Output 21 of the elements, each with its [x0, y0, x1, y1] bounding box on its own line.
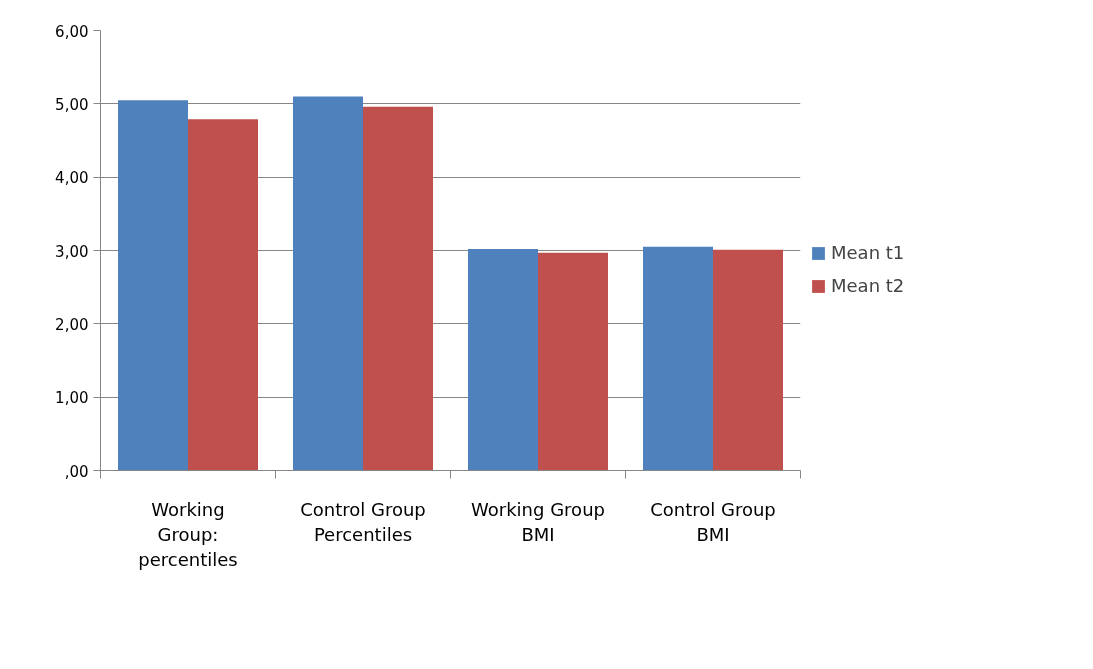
x-tick-label: Control Group Percentiles	[300, 498, 426, 545]
y-tick-label: 4,00	[55, 169, 89, 188]
x-tick-label: Working Group BMI	[471, 498, 605, 545]
legend-label: Mean t1	[831, 242, 905, 263]
bar	[713, 249, 783, 471]
y-tick-label: 2,00	[55, 315, 89, 334]
bar	[188, 119, 258, 471]
y-tick-label: 6,00	[55, 22, 89, 41]
x-tick-label: Control Group BMI	[650, 498, 776, 545]
legend-label: Mean t2	[831, 275, 905, 296]
y-tick-label: 3,00	[55, 242, 89, 261]
y-tick-label: 5,00	[55, 95, 89, 114]
x-tick-label: Working Group: percentiles	[138, 498, 238, 570]
bar	[643, 246, 713, 471]
bar	[538, 252, 608, 471]
y-tick-label: 1,00	[55, 389, 89, 408]
bar	[363, 106, 433, 471]
bar	[293, 96, 363, 471]
bar	[468, 249, 538, 471]
bar	[118, 100, 188, 471]
y-tick-label: ,00	[64, 462, 89, 481]
